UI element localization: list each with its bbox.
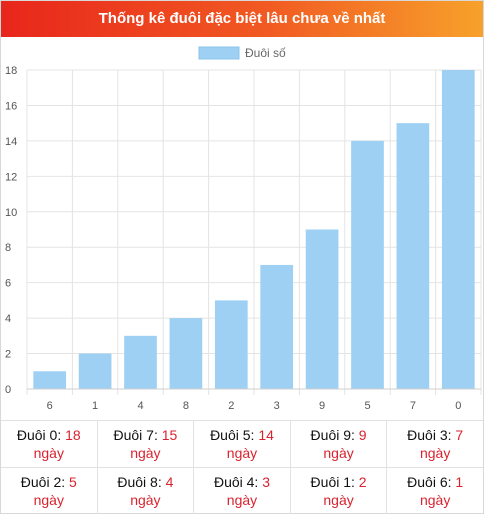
stat-cell: Đuôi 4: 3 ngày (194, 468, 291, 514)
x-tick-label: 7 (410, 400, 416, 412)
legend-label: Đuôi số (245, 46, 286, 60)
bar (33, 371, 67, 389)
stat-label: Đuôi 6: (407, 474, 452, 490)
stat-value: 15 (161, 427, 178, 443)
stat-label: Đuôi 9: (310, 427, 355, 443)
stat-unit: ngày (323, 492, 354, 508)
stats-row: Đuôi 0: 18 ngày Đuôi 7: 15 ngày Đuôi 5: … (1, 421, 483, 468)
stat-value: 7 (455, 427, 464, 443)
stat-cell: Đuôi 1: 2 ngày (291, 468, 388, 514)
stat-unit: ngày (130, 492, 161, 508)
x-tick-label: 3 (274, 400, 280, 412)
stat-label: Đuôi 0: (16, 427, 62, 443)
stat-unit: ngày (323, 445, 354, 461)
stats-table: Đuôi 0: 18 ngày Đuôi 7: 15 ngày Đuôi 5: … (1, 420, 483, 514)
stat-value: 14 (258, 427, 274, 443)
stat-cell: Đuôi 3: 7 ngày (387, 421, 483, 467)
x-tick-label: 5 (364, 400, 370, 412)
stat-value: 1 (455, 474, 464, 490)
y-tick-label: 10 (5, 207, 17, 219)
bar (396, 123, 430, 390)
page-title: Thống kê đuôi đặc biệt lâu chưa về nhất (1, 1, 483, 37)
stat-unit: ngày (419, 492, 451, 508)
stat-value: 9 (358, 427, 367, 443)
y-tick-label: 12 (5, 171, 17, 183)
stat-label: Đuôi 4: (213, 474, 259, 490)
stat-cell: Đuôi 5: 14 ngày (194, 421, 291, 467)
y-tick-label: 14 (5, 136, 17, 148)
stat-label: Đuôi 2: (20, 474, 66, 490)
bar (78, 353, 112, 389)
x-tick-label: 9 (319, 400, 325, 412)
bar (441, 70, 475, 389)
x-tick-label: 2 (228, 400, 234, 412)
stat-cell: Đuôi 6: 1 ngày (387, 468, 483, 514)
x-tick-label: 1 (92, 400, 98, 412)
bar (305, 229, 339, 389)
stats-row: Đuôi 2: 5 ngày Đuôi 8: 4 ngày Đuôi 4: 3 … (1, 468, 483, 514)
stat-unit: ngày (226, 445, 258, 461)
stat-label: Đuôi 1: (310, 474, 355, 490)
bar (260, 264, 294, 389)
stat-cell: Đuôi 2: 5 ngày (1, 468, 98, 514)
stat-value: 5 (69, 474, 77, 490)
stat-label: Đuôi 8: (117, 474, 162, 490)
x-tick-label: 8 (183, 400, 189, 412)
stat-label: Đuôi 3: (407, 427, 452, 443)
bar (351, 140, 384, 389)
bar (169, 318, 203, 389)
stat-label: Đuôi 5: (210, 427, 255, 443)
stat-value: 18 (65, 427, 81, 443)
x-tick-label: 6 (47, 400, 53, 412)
y-tick-label: 2 (5, 349, 11, 361)
stat-unit: ngày (419, 445, 451, 461)
y-tick-label: 18 (5, 65, 17, 77)
stat-unit: ngày (130, 445, 161, 461)
y-tick-label: 4 (5, 313, 11, 325)
y-tick-label: 16 (5, 100, 17, 112)
bar (214, 300, 248, 389)
stat-cell: Đuôi 7: 15 ngày (98, 421, 195, 467)
stat-label: Đuôi 7: (113, 427, 158, 443)
bar (124, 335, 157, 389)
legend-swatch (198, 46, 240, 60)
stat-cell: Đuôi 8: 4 ngày (98, 468, 195, 514)
stat-unit: ngày (226, 492, 258, 508)
y-tick-label: 0 (5, 384, 11, 396)
y-tick-label: 8 (5, 242, 11, 254)
y-tick-label: 6 (5, 278, 11, 290)
stat-value: 4 (165, 474, 174, 490)
x-tick-label: 4 (137, 400, 143, 412)
stat-cell: Đuôi 9: 9 ngày (291, 421, 388, 467)
stat-value: 3 (262, 474, 270, 490)
stat-unit: ngày (33, 445, 64, 461)
stat-value: 2 (358, 474, 367, 490)
stat-unit: ngày (33, 492, 64, 508)
chart-area: Đuôi số 0 2 4 6 8 10 12 14 16 18 6 1 4 8 2 3 9 5 7 0 (1, 37, 483, 419)
x-tick-label: 0 (455, 400, 461, 412)
stat-cell: Đuôi 0: 18 ngày (1, 421, 98, 467)
